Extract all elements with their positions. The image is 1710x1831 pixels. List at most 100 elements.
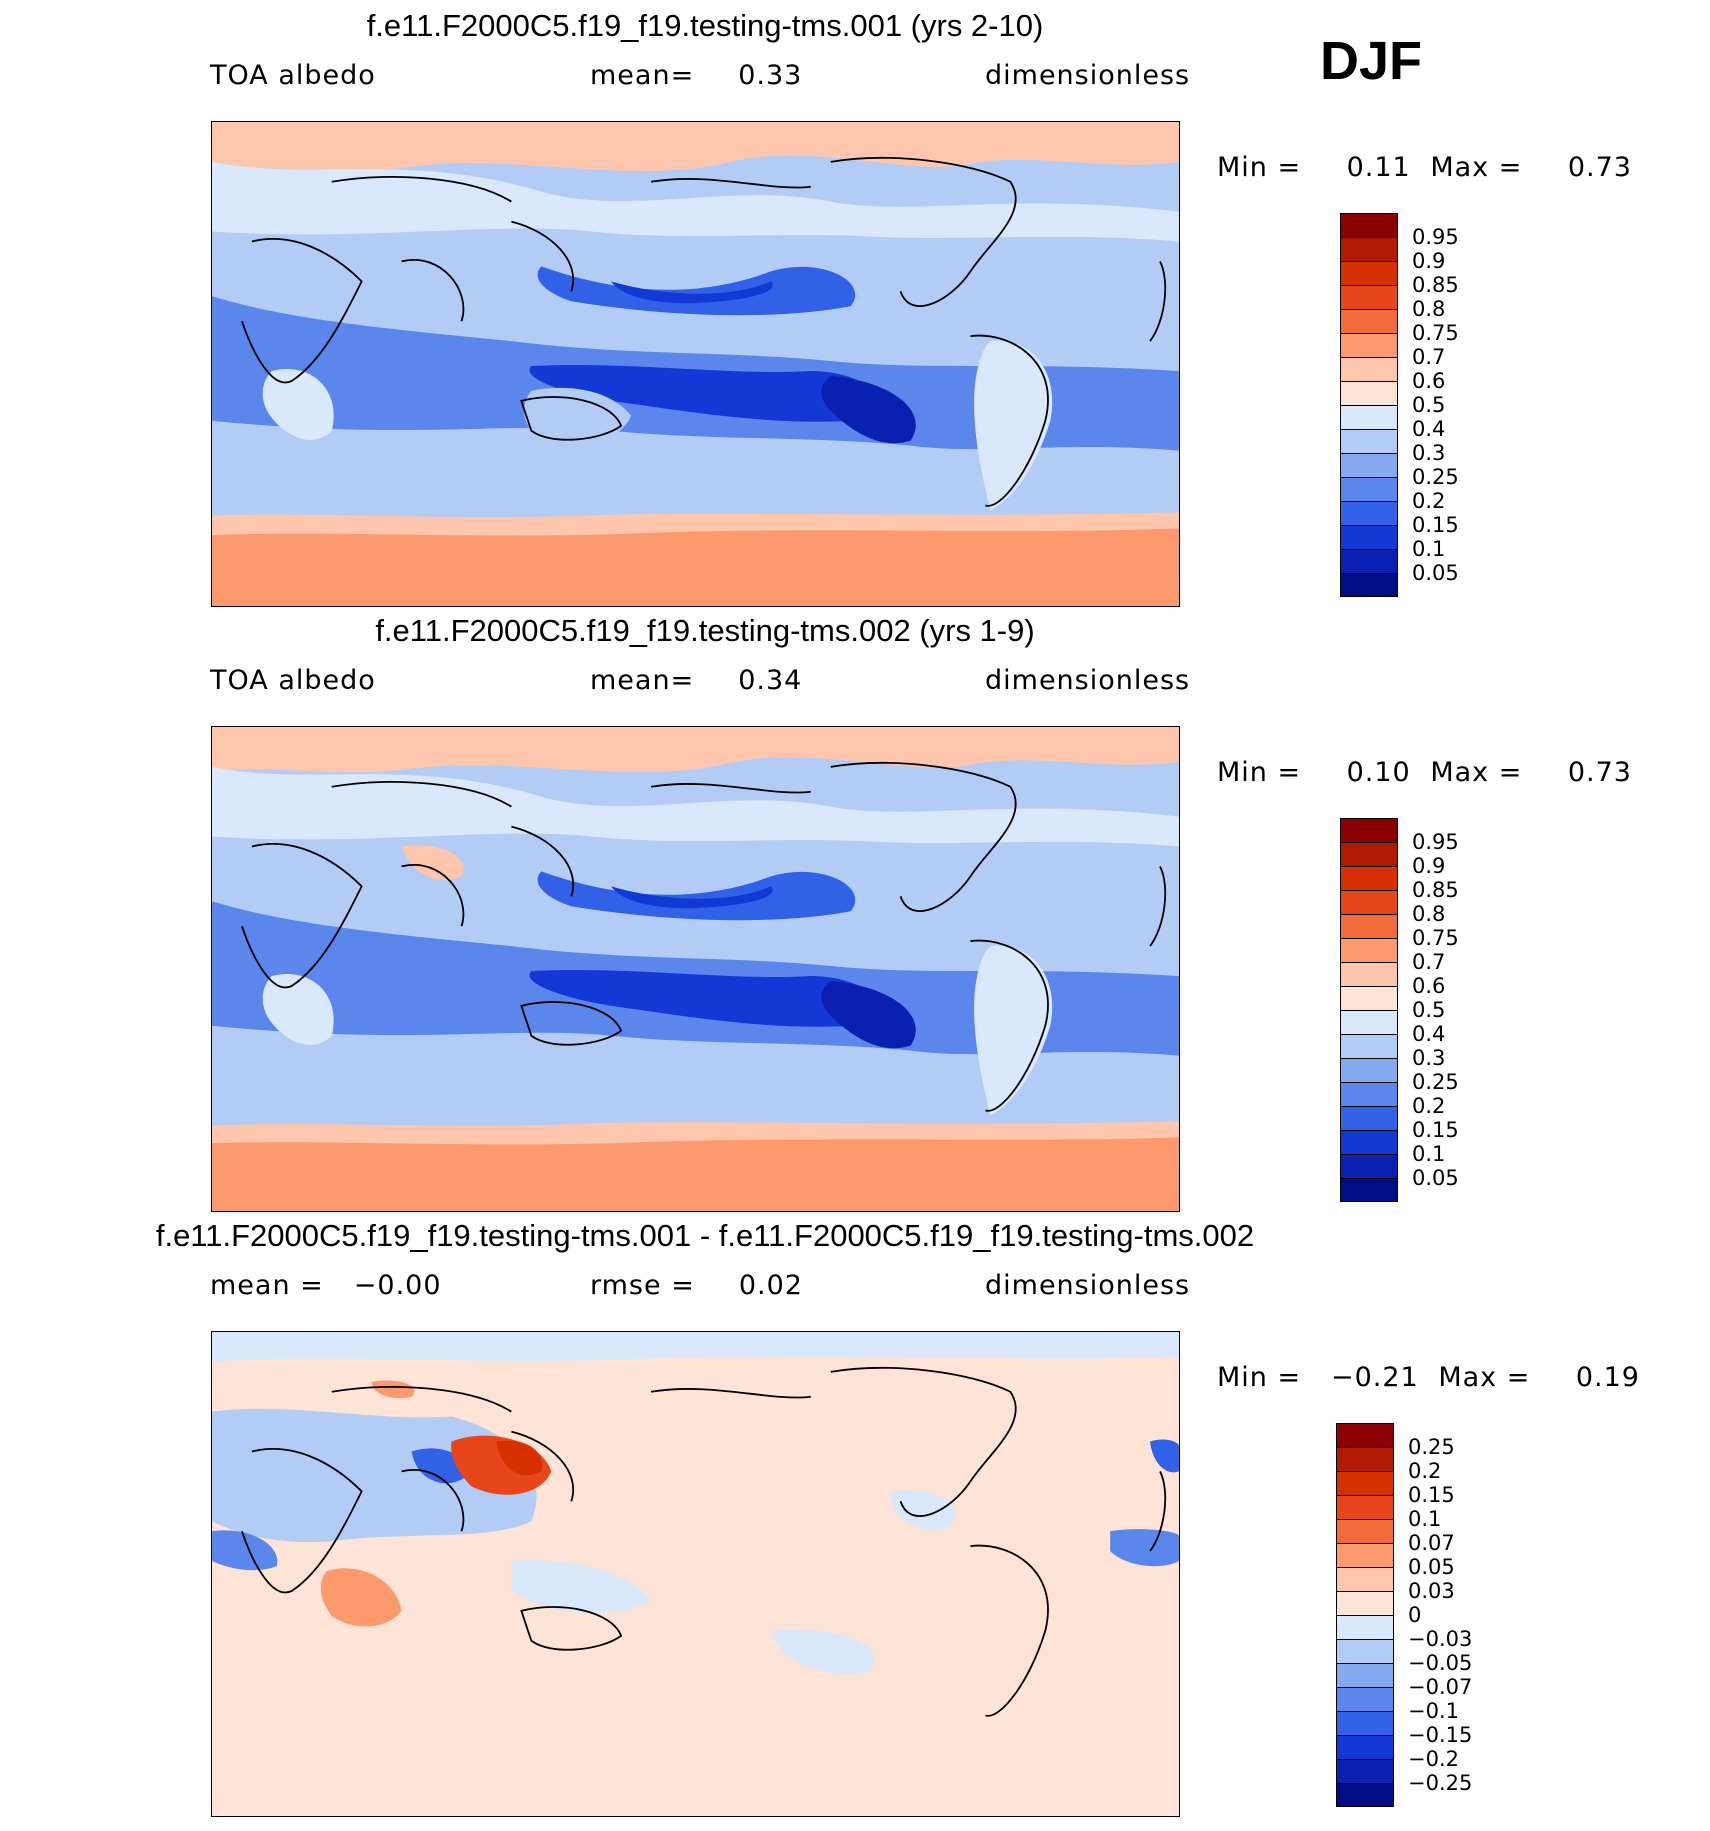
colorbar-swatch — [1336, 1519, 1394, 1543]
colorbar-swatch — [1340, 986, 1398, 1010]
colorbar-tick-label: 0.03 — [1408, 1579, 1455, 1603]
colorbar-tick-label: 0.3 — [1412, 441, 1446, 465]
colorbar-tick-label: −0.1 — [1408, 1699, 1459, 1723]
colorbar-tick-label: 0.1 — [1412, 1142, 1446, 1166]
mean-label: mean= — [590, 60, 695, 91]
colorbar-tick-label: 0.25 — [1412, 465, 1459, 489]
colorbar-swatch — [1340, 285, 1398, 309]
rmse-stat: rmse = 0.02 — [590, 1270, 803, 1301]
min-max-stats: Min = 0.10 Max = 0.73 — [1217, 757, 1632, 788]
panel-title: f.e11.F2000C5.f19_f19.testing-tms.001 - … — [155, 1218, 1255, 1253]
colorbar-tick-label: 0.5 — [1412, 998, 1446, 1022]
colorbar-tick-label: 0.85 — [1412, 878, 1459, 902]
colorbar-swatch — [1340, 1010, 1398, 1034]
colorbar-swatch — [1336, 1663, 1394, 1687]
colorbar-tick-label: −0.15 — [1408, 1723, 1473, 1747]
colorbar-swatch — [1340, 818, 1398, 842]
colorbar-tick-label: −0.2 — [1408, 1747, 1459, 1771]
variable-label: TOA albedo — [210, 665, 376, 696]
colorbar-tick-label: 0.4 — [1412, 417, 1446, 441]
colorbar-frame — [1340, 213, 1398, 597]
colorbar-swatch — [1340, 914, 1398, 938]
colorbar-tick-label: −0.25 — [1408, 1771, 1473, 1795]
colorbar-tick-label: 0.7 — [1412, 950, 1446, 974]
colorbar-swatch — [1336, 1687, 1394, 1711]
colorbar-tick-label: 0.05 — [1412, 1166, 1459, 1190]
colorbar-swatch — [1340, 1130, 1398, 1154]
mean-stat: mean= 0.34 — [590, 665, 802, 696]
colorbar-swatch — [1336, 1759, 1394, 1783]
colorbar-swatch — [1340, 525, 1398, 549]
colorbar-tick-label: 0.95 — [1412, 225, 1459, 249]
max-label: Max = — [1438, 1362, 1531, 1393]
max-value: 0.19 — [1575, 1362, 1640, 1393]
panel-title: f.e11.F2000C5.f19_f19.testing-tms.001 (y… — [366, 8, 1044, 43]
colorbar-swatch — [1340, 1058, 1398, 1082]
colorbar-tick-label: 0.2 — [1412, 1094, 1446, 1118]
colorbar-tick-label: 0.1 — [1408, 1507, 1442, 1531]
contour-field — [212, 727, 1179, 1211]
colorbar-tick-label: 0.85 — [1412, 273, 1459, 297]
mean-label: mean= — [590, 665, 695, 696]
mean-stat: mean = −0.00 — [210, 1270, 442, 1301]
colorbar-swatch — [1336, 1567, 1394, 1591]
difference-map — [211, 1331, 1180, 1817]
colorbar-swatch — [1340, 1178, 1398, 1202]
mean-stat: mean= 0.33 — [590, 60, 802, 91]
colorbar-tick-label: 0.4 — [1412, 1022, 1446, 1046]
min-label: Min = — [1217, 1362, 1302, 1393]
colorbar-swatch — [1340, 549, 1398, 573]
colorbar-swatch — [1340, 309, 1398, 333]
colorbar-tick-label: 0.6 — [1412, 369, 1446, 393]
colorbar-swatch — [1336, 1471, 1394, 1495]
colorbar-tick-label: 0.9 — [1412, 854, 1446, 878]
colorbar-swatch — [1340, 333, 1398, 357]
colorbar-swatch — [1336, 1447, 1394, 1471]
colorbar-swatch — [1336, 1639, 1394, 1663]
albedo-map — [211, 121, 1180, 607]
mean-label: mean = — [210, 1270, 324, 1301]
colorbar-tick-label: 0.95 — [1412, 830, 1459, 854]
colorbar-swatch — [1340, 453, 1398, 477]
colorbar-swatch — [1340, 501, 1398, 525]
mean-value: 0.33 — [738, 60, 803, 91]
contour-field — [212, 122, 1179, 606]
panel-case-1: f.e11.F2000C5.f19_f19.testing-tms.001 (y… — [0, 8, 1710, 613]
colorbar-swatch — [1340, 842, 1398, 866]
colorbar-swatch — [1340, 477, 1398, 501]
colorbar-tick-label: 0.05 — [1408, 1555, 1455, 1579]
mean-value: −0.00 — [353, 1270, 442, 1301]
min-max-stats: Min = 0.11 Max = 0.73 — [1217, 152, 1632, 183]
colorbar-tick-label: 0.2 — [1408, 1459, 1442, 1483]
colorbar: 0.95 0.9 0.85 0.8 0.75 0.7 0.6 0.5 0.4 0.3 0.25 0.2… — [1340, 213, 1459, 597]
max-label: Max = — [1430, 757, 1523, 788]
max-value: 0.73 — [1567, 757, 1632, 788]
colorbar-tick-label: 0.6 — [1412, 974, 1446, 998]
colorbar-swatch — [1340, 1082, 1398, 1106]
colorbar-swatch — [1336, 1735, 1394, 1759]
contour-field — [212, 1332, 1179, 1816]
colorbar-tick-label: 0.75 — [1412, 321, 1459, 345]
colorbar-tick-label: 0.07 — [1408, 1531, 1455, 1555]
colorbar: 0.95 0.9 0.85 0.8 0.75 0.7 0.6 0.5 0.4 0.3 0.25 0.2… — [1340, 818, 1459, 1202]
max-value: 0.73 — [1567, 152, 1632, 183]
colorbar-tick-label: 0.8 — [1412, 297, 1446, 321]
min-label: Min = — [1217, 757, 1302, 788]
colorbar-tick-label: 0.15 — [1412, 1118, 1459, 1142]
min-value: 0.11 — [1346, 152, 1411, 183]
max-label: Max = — [1430, 152, 1523, 183]
units-label: dimensionless — [985, 665, 1191, 696]
colorbar-tick-label: 0.3 — [1412, 1046, 1446, 1070]
colorbar-swatch — [1340, 866, 1398, 890]
colorbar-swatch — [1336, 1543, 1394, 1567]
colorbar-tick-label: 0.1 — [1412, 537, 1446, 561]
mean-value: 0.34 — [738, 665, 803, 696]
colorbar-swatch — [1336, 1591, 1394, 1615]
colorbar-tick-label: −0.03 — [1408, 1627, 1473, 1651]
colorbar-tick-label: 0.25 — [1412, 1070, 1459, 1094]
colorbar: 0.25 0.2 0.15 0.1 0.07 0.05 0.03 0 −0.03 −0.05 −0.… — [1336, 1423, 1472, 1807]
colorbar-swatch — [1340, 429, 1398, 453]
colorbar-swatch — [1340, 237, 1398, 261]
colorbar-tick-label: −0.07 — [1408, 1675, 1473, 1699]
colorbar-tick-label: 0.5 — [1412, 393, 1446, 417]
